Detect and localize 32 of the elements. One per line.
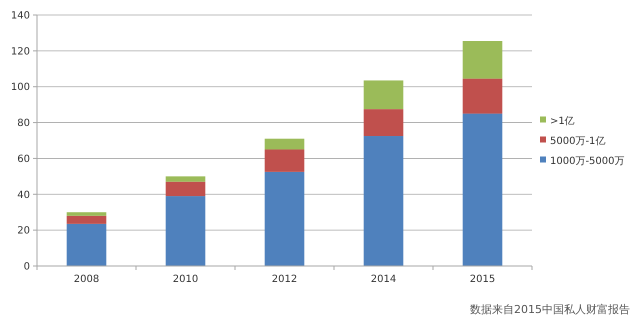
bar <box>66 224 106 266</box>
y-tick-label: 0 <box>24 262 30 272</box>
bar <box>364 80 404 110</box>
x-tick-label: 2012 <box>272 274 298 285</box>
bar <box>462 40 502 79</box>
y-tick-label: 120 <box>10 46 30 58</box>
bar <box>364 136 404 266</box>
y-tick-label: 140 <box>10 10 30 22</box>
y-tick-label: 100 <box>10 82 30 94</box>
y-tick-label: 60 <box>17 154 30 165</box>
x-tick-label: 2008 <box>74 274 100 285</box>
bar <box>462 114 502 266</box>
bar <box>166 196 206 266</box>
y-tick-label: 20 <box>17 226 30 237</box>
bar <box>66 212 106 216</box>
x-tick-label: 2014 <box>370 274 396 285</box>
y-tick-label: 80 <box>17 118 30 130</box>
legend-label: >1亿 <box>550 116 575 127</box>
x-tick-label: 2010 <box>172 274 198 285</box>
bar <box>462 78 502 114</box>
legend-label: 1000万-5000万 <box>550 156 625 167</box>
text: 数据来自2015中国私人财富报告 <box>470 303 630 316</box>
bar <box>264 138 304 150</box>
x-tick-label: 2015 <box>470 274 496 285</box>
bar <box>264 149 304 172</box>
legend-label: 5000万-1亿 <box>550 136 606 147</box>
bar <box>166 176 206 182</box>
bar <box>166 182 206 196</box>
bar <box>264 172 304 266</box>
bar <box>364 109 404 136</box>
y-tick-label: 40 <box>17 190 30 201</box>
bar <box>66 216 106 224</box>
